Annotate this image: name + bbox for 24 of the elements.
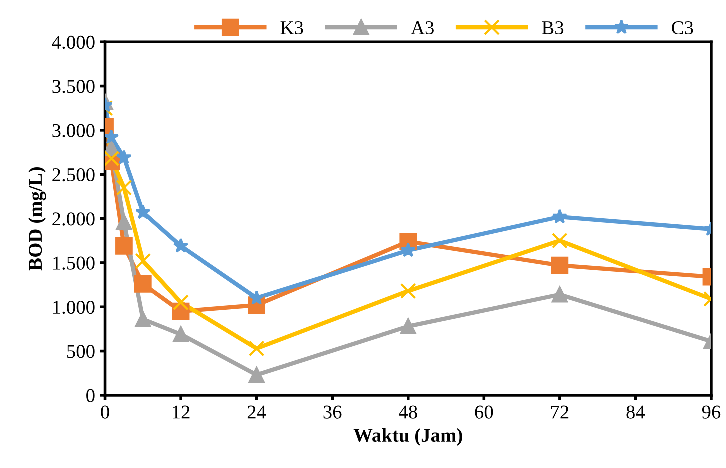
y-tick-label: 1.000 (54, 300, 95, 314)
x-tick-label: 12 (173, 406, 190, 419)
y-tick-label: 500 (68, 345, 95, 358)
y-tick-label: 1.500 (54, 256, 95, 270)
x-tick-label: 0 (101, 406, 110, 419)
x-tick-label: 60 (475, 406, 494, 419)
x-tick-label: 72 (551, 406, 569, 419)
x-tick-label: 48 (399, 406, 418, 419)
legend-label: C3 (672, 21, 694, 35)
y-axis-title: BOD (mg/L) (28, 168, 46, 271)
y-tick-label: 0 (86, 389, 95, 402)
x-axis-title: Waktu (Jam) (354, 428, 462, 446)
x-tick-label: 24 (248, 406, 266, 419)
legend-label: A3 (411, 21, 434, 35)
y-tick-label: 3.500 (52, 80, 95, 94)
y-tick-label: 4.000 (52, 36, 95, 50)
y-tick-label: 2.500 (52, 168, 95, 182)
legend-label: B3 (542, 21, 564, 35)
x-tick-label: 96 (702, 406, 721, 419)
legend-label: K3 (280, 21, 304, 35)
x-tick-label: 84 (626, 406, 646, 419)
y-tick-label: 2.000 (52, 212, 95, 226)
y-tick-label: 3.000 (52, 124, 95, 138)
x-tick-label: 36 (324, 406, 342, 419)
